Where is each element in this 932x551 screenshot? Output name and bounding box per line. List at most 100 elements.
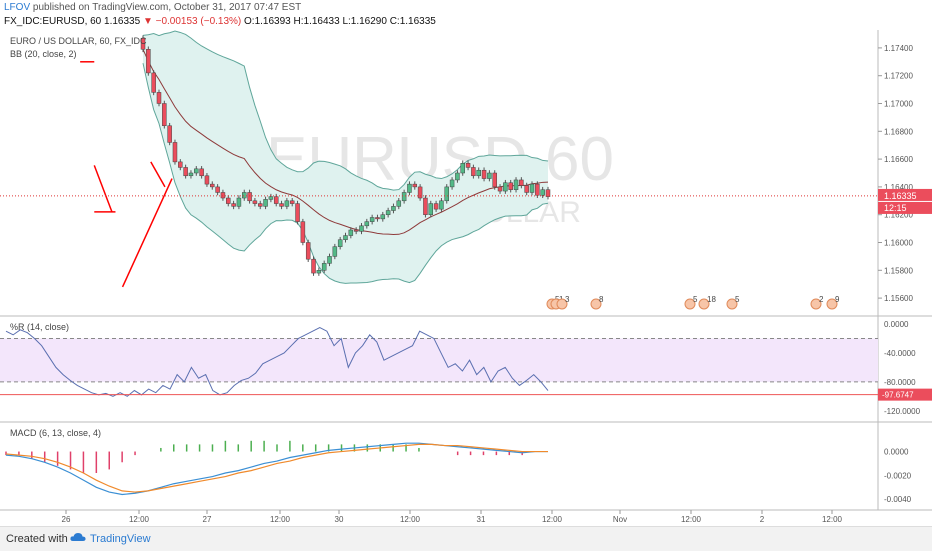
candle[interactable] (391, 206, 396, 211)
candle[interactable] (343, 235, 348, 240)
author-link[interactable]: LFOV (4, 2, 31, 13)
time-tick-label: Nov (613, 515, 627, 524)
candle[interactable] (311, 258, 316, 274)
candle[interactable] (471, 167, 476, 177)
candle[interactable] (204, 175, 210, 185)
candle[interactable] (295, 203, 300, 222)
candle[interactable] (226, 197, 231, 204)
candle[interactable] (268, 196, 274, 200)
trendline[interactable] (121, 178, 173, 288)
candle[interactable] (210, 183, 215, 188)
candle[interactable] (380, 214, 386, 220)
candle[interactable] (236, 197, 242, 207)
candle[interactable] (529, 183, 535, 193)
candle[interactable] (263, 199, 268, 207)
candle[interactable] (327, 256, 332, 264)
candle[interactable] (220, 192, 226, 199)
event-flag-icon[interactable] (826, 298, 838, 310)
event-flag-icon[interactable] (698, 298, 710, 310)
chart-canvas[interactable]: 1.17400 1.17200 1.17000 1.16800 1.16600 1.164… (0, 30, 932, 526)
candle[interactable] (449, 179, 455, 188)
candle[interactable] (194, 168, 199, 174)
time-tick-label: 12:00 (822, 515, 843, 524)
candle[interactable] (199, 168, 204, 177)
candle[interactable] (252, 200, 258, 204)
candle[interactable] (151, 72, 156, 93)
event-flag-icon[interactable] (684, 298, 696, 310)
candle[interactable] (497, 186, 503, 192)
trendline[interactable] (150, 161, 166, 188)
event-flag-icon[interactable] (810, 298, 822, 310)
candle[interactable] (353, 229, 359, 232)
candle[interactable] (289, 200, 295, 204)
candle[interactable] (476, 169, 481, 177)
wpr-tick-label: -120.0000 (884, 407, 921, 416)
candle[interactable] (337, 239, 343, 247)
trendline[interactable] (93, 165, 113, 213)
candle[interactable] (178, 161, 183, 168)
candle[interactable] (439, 200, 444, 210)
candle[interactable] (545, 189, 551, 197)
candle[interactable] (417, 186, 423, 199)
candle[interactable] (428, 203, 434, 215)
legend-bb: BB (20, close, 2) (10, 49, 77, 59)
candle[interactable] (412, 183, 418, 188)
candle[interactable] (455, 172, 460, 181)
candle[interactable] (444, 186, 449, 202)
footer-bar: Created with TradingView (0, 526, 932, 551)
candle[interactable] (305, 242, 311, 260)
event-count: 5 (735, 295, 740, 304)
candle[interactable] (407, 183, 412, 193)
candle[interactable] (423, 197, 428, 215)
time-tick-label: 12:00 (129, 515, 150, 524)
event-flag-icon[interactable] (590, 298, 602, 310)
created-with-text: Created with (6, 533, 68, 545)
candle[interactable] (487, 172, 492, 179)
candle[interactable] (321, 263, 327, 271)
candle[interactable] (359, 225, 364, 232)
candle[interactable] (231, 203, 236, 207)
candle[interactable] (369, 217, 375, 222)
candle[interactable] (146, 49, 151, 74)
candle[interactable] (524, 185, 529, 193)
ohlc-values: O:1.16393 H:1.16433 L:1.16290 C:1.16335 (244, 16, 436, 27)
candle[interactable] (535, 183, 540, 196)
candle[interactable] (188, 172, 194, 177)
candle[interactable] (156, 92, 162, 104)
candle[interactable] (513, 179, 519, 190)
candle[interactable] (481, 169, 487, 179)
candle[interactable] (503, 182, 508, 192)
candle[interactable] (508, 182, 513, 190)
tradingview-brand-link[interactable]: TradingView (90, 533, 151, 545)
candle[interactable] (279, 203, 284, 207)
candle[interactable] (172, 142, 178, 163)
candle[interactable] (316, 270, 322, 274)
candle[interactable] (215, 186, 220, 193)
candle[interactable] (257, 203, 263, 207)
candle[interactable] (433, 203, 439, 210)
candle[interactable] (540, 189, 545, 196)
candle[interactable] (332, 246, 338, 257)
candle[interactable] (183, 167, 188, 177)
candle[interactable] (162, 103, 167, 126)
event-flag-icon[interactable] (556, 298, 568, 310)
candle[interactable] (460, 163, 465, 174)
candle[interactable] (465, 163, 471, 168)
candle[interactable] (375, 217, 380, 220)
candle[interactable] (140, 37, 146, 50)
candle[interactable] (396, 200, 402, 207)
candle[interactable] (401, 192, 407, 202)
candle[interactable] (284, 200, 290, 207)
candle[interactable] (348, 229, 354, 236)
candle[interactable] (492, 172, 497, 188)
candle[interactable] (167, 125, 172, 143)
candle[interactable] (300, 221, 306, 243)
candle[interactable] (519, 179, 524, 186)
event-flag-icon[interactable] (726, 298, 738, 310)
candle[interactable] (364, 221, 370, 227)
candle[interactable] (247, 192, 252, 202)
candle[interactable] (273, 196, 279, 204)
candle[interactable] (385, 210, 391, 215)
candle[interactable] (242, 192, 247, 199)
event-count: 5 (693, 295, 698, 304)
